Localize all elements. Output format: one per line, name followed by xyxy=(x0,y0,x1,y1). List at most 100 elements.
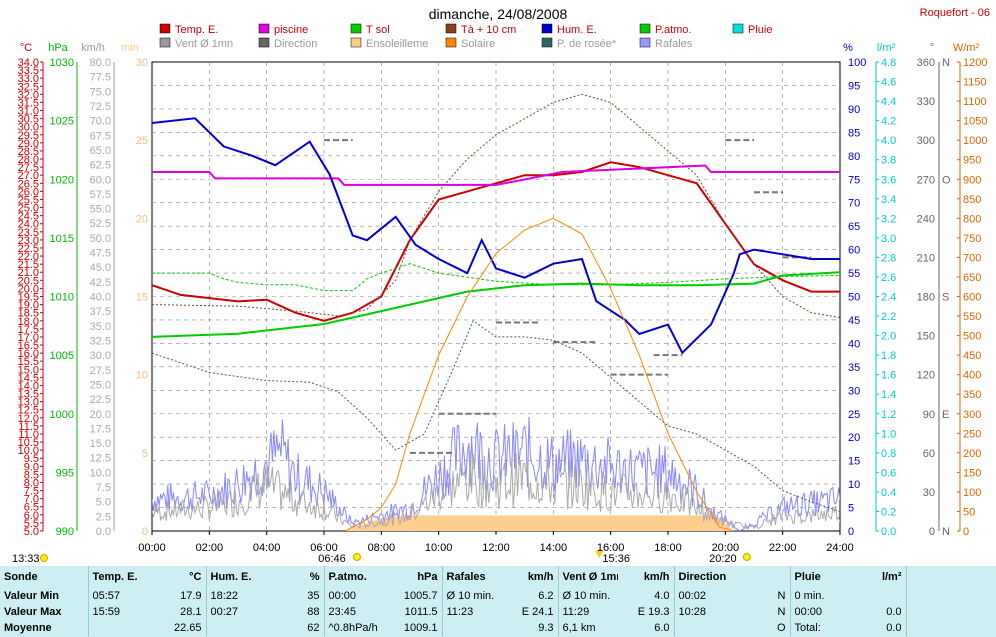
hum-tick-label: 100 xyxy=(848,57,866,69)
left-axes: 5.05.56.06.57.07.58.08.59.09.510.010.511… xyxy=(18,57,148,538)
solar-tick-label: 150 xyxy=(963,467,981,479)
solar-tick-label: 400 xyxy=(963,370,981,382)
legend-label: piscine xyxy=(274,24,308,36)
dir-tick-label: 0 xyxy=(929,526,935,538)
dir-compass-label: N xyxy=(942,57,950,69)
temp-tick-label: 12.0 xyxy=(18,413,39,425)
temp-tick-label: 7.5 xyxy=(24,486,39,498)
wind-tick-label: 15.0 xyxy=(90,438,111,450)
legend-label: Rafales xyxy=(655,38,693,50)
rain-tick-label: 1.6 xyxy=(881,370,896,382)
series-line-piscine xyxy=(152,164,840,186)
hdr-press-unit: hPa xyxy=(417,571,438,583)
dir-tick-label: 120 xyxy=(917,370,935,382)
temp-tick-label: 23.0 xyxy=(18,235,39,247)
series-line-p-de-ros-e- xyxy=(152,320,840,513)
hum-tick-label: 75 xyxy=(848,174,860,186)
station-name: Roquefort - 06 xyxy=(920,7,990,19)
series-line-t-sol xyxy=(152,271,840,338)
temp-tick-label: 12.5 xyxy=(18,405,39,417)
hum-tick-label: 60 xyxy=(848,245,860,257)
series-line-t-10-cm xyxy=(152,93,840,318)
temp-tick-label: 24.5 xyxy=(18,211,39,223)
temp-tick-label: 21.5 xyxy=(18,259,39,271)
wind-desc: Ø 10 min. xyxy=(557,588,618,604)
wind-tick-label: 27.5 xyxy=(90,365,111,377)
hum-tick-label: 85 xyxy=(848,127,860,139)
dir-tick-label: 360 xyxy=(917,57,935,69)
x-tick-label: 08:00 xyxy=(368,542,396,554)
wind-tick-label: 32.5 xyxy=(90,335,111,347)
dir-time: 00:02 xyxy=(673,588,734,604)
solar-tick-label: 800 xyxy=(963,213,981,225)
temp-tick-label: 30.5 xyxy=(18,114,39,126)
sun-tick-label: 5 xyxy=(142,448,148,460)
temp-tick-label: 17.0 xyxy=(18,332,39,344)
temp-tick-label: 32.0 xyxy=(18,89,39,101)
rain-tick-label: 0.2 xyxy=(881,506,896,518)
legend-swatch xyxy=(258,37,270,48)
dir-tick-label: 270 xyxy=(917,174,935,186)
temp-tick-label: 18.5 xyxy=(18,308,39,320)
dir-tick-label: 180 xyxy=(917,292,935,304)
dir-value: N xyxy=(777,606,786,618)
series-line-hum-e- xyxy=(152,117,840,355)
temp-tick-label: 11.0 xyxy=(18,429,39,441)
solar-tick-label: 850 xyxy=(963,194,981,206)
hdr-wind: Vent Ø 1mn xyxy=(557,566,618,588)
wind-tick-label: 22.5 xyxy=(90,394,111,406)
rain-tick-label: 0.6 xyxy=(881,467,896,479)
wind-tick-label: 37.5 xyxy=(90,306,111,318)
hum-tick-label: 35 xyxy=(848,362,860,374)
legend-label: Temp. E. xyxy=(175,24,218,36)
wind-desc: 11:29 xyxy=(557,604,618,620)
x-tick-label: 12:00 xyxy=(482,542,510,554)
wind-tick-label: 45.0 xyxy=(90,262,111,274)
solar-tick-label: 1000 xyxy=(963,135,987,147)
temp-tick-label: 29.5 xyxy=(18,130,39,142)
hum-tick-label: 30 xyxy=(848,385,860,397)
sun-tick-label: 25 xyxy=(136,135,148,147)
dir-time xyxy=(673,620,734,636)
temp-tick-label: 10.0 xyxy=(18,445,39,457)
press-time: 00:00 xyxy=(323,588,386,604)
x-tick-label: 02:00 xyxy=(196,542,224,554)
hdr-press: P.atmo. xyxy=(323,566,386,588)
press-value: 1005.7 xyxy=(403,590,438,602)
gust-desc: 11:23 xyxy=(441,604,502,620)
temp-tick-label: 14.0 xyxy=(18,380,39,392)
rain-tick-label: 2.2 xyxy=(881,311,896,323)
solar-tick-label: 50 xyxy=(963,506,975,518)
legend-label: Tà + 10 cm xyxy=(461,24,516,36)
wind-tick-label: 35.0 xyxy=(90,321,111,333)
solar-tick-label: 500 xyxy=(963,331,981,343)
temp-tick-label: 25.0 xyxy=(18,203,39,215)
temp-tick-label: 16.5 xyxy=(18,340,39,352)
rain-tick-label: 2.8 xyxy=(881,252,896,264)
x-tick-label: 24:00 xyxy=(826,542,854,554)
hum-tick-label: 50 xyxy=(848,292,860,304)
temp-tick-label: 22.5 xyxy=(18,243,39,255)
temp-tick-label: 15.5 xyxy=(18,356,39,368)
legend: Temp. E. piscine T sol Tà + 10 cm Hum. E. P.a… xyxy=(159,23,772,50)
wind-tick-label: 0.0 xyxy=(96,526,111,538)
temp-tick-label: 28.5 xyxy=(18,146,39,158)
right-axes: 0 5 10 15 20 25 30 35 40 45 50 55 60 65 70 75 80 85 90 95 10… xyxy=(848,57,987,538)
blank-cell xyxy=(905,604,996,620)
temp-tick-label: 21.0 xyxy=(18,267,39,279)
grid xyxy=(151,61,841,532)
legend-label: P.atmo. xyxy=(655,24,692,36)
temp-tick-label: 9.5 xyxy=(24,453,39,465)
temp-tick-label: 32.5 xyxy=(18,81,39,93)
wind-value: E 19.3 xyxy=(637,606,670,618)
temp-tick-label: 20.5 xyxy=(18,275,39,287)
wind-tick-label: 50.0 xyxy=(90,233,111,245)
summary-row-avg: Moyenne 22.65 62 ^0.8hPa/h 1009.1 9.3 6,… xyxy=(0,620,996,636)
wind-value: 6.0 xyxy=(654,622,670,634)
temp-tick-label: 7.0 xyxy=(24,494,39,506)
x-tick-label: 06:00 xyxy=(310,542,338,554)
temp-tick-label: 16.0 xyxy=(18,348,39,360)
hum-time: 00:27 xyxy=(205,604,262,620)
temp-time: 05:57 xyxy=(87,588,144,604)
temp-tick-label: 19.0 xyxy=(18,300,39,312)
